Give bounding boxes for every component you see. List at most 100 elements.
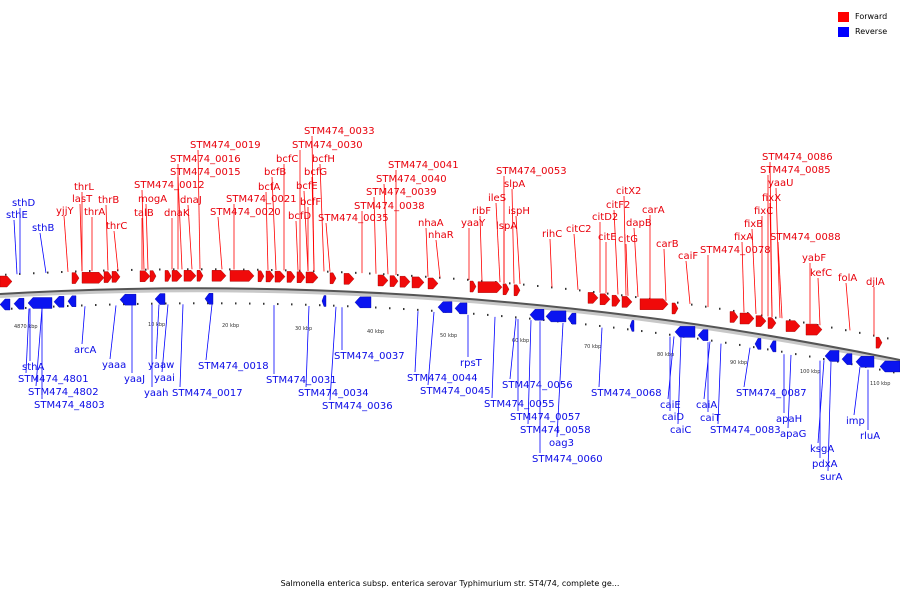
- reverse-gene[interactable]: [841, 353, 853, 365]
- forward-gene[interactable]: [875, 336, 883, 349]
- reverse-gene[interactable]: [354, 296, 372, 309]
- reverse-label-rlua: rluA: [860, 431, 880, 442]
- forward-gene[interactable]: [477, 281, 503, 293]
- forward-gene[interactable]: [329, 272, 337, 284]
- genome-backbone: [0, 287, 900, 361]
- reverse-gene[interactable]: [567, 312, 577, 325]
- forward-gene[interactable]: [71, 272, 80, 284]
- tick-dot: [263, 302, 265, 305]
- reverse-gene[interactable]: [204, 293, 214, 305]
- forward-gene[interactable]: [171, 270, 183, 282]
- reverse-gene[interactable]: [454, 302, 468, 315]
- reverse-gene[interactable]: [53, 296, 65, 308]
- forward-gene[interactable]: [183, 270, 197, 282]
- forward-gene[interactable]: [305, 271, 319, 284]
- reverse-gene[interactable]: [855, 356, 875, 368]
- reverse-gene[interactable]: [629, 320, 635, 332]
- forward-gene[interactable]: [81, 272, 105, 284]
- reverse-gene[interactable]: [13, 298, 25, 310]
- reverse-label-caid: caiD: [662, 412, 684, 423]
- forward-gene[interactable]: [729, 311, 739, 323]
- forward-gene[interactable]: [265, 270, 275, 283]
- tick-dot: [319, 304, 321, 307]
- tick-dot: [565, 287, 567, 290]
- leader-line: [155, 304, 160, 360]
- forward-gene[interactable]: [377, 274, 389, 287]
- forward-gene[interactable]: [343, 273, 355, 285]
- tick-dot: [795, 353, 797, 356]
- forward-gene[interactable]: [103, 271, 113, 283]
- forward-gene[interactable]: [164, 270, 172, 282]
- forward-gene[interactable]: [229, 270, 255, 282]
- forward-gene[interactable]: [671, 302, 679, 315]
- reverse-gene[interactable]: [824, 350, 840, 362]
- tick-dot: [641, 330, 643, 333]
- tick-dot: [347, 305, 349, 308]
- reverse-gene[interactable]: [879, 360, 900, 373]
- forward-gene[interactable]: [389, 275, 399, 287]
- reverse-gene[interactable]: [67, 295, 77, 307]
- forward-gene[interactable]: [611, 295, 621, 307]
- forward-gene[interactable]: [427, 277, 439, 290]
- leader-line: [197, 149, 201, 270]
- tick-dot: [823, 358, 825, 361]
- forward-label-stm474-0086: STM474_0086: [762, 152, 833, 163]
- reverse-gene[interactable]: [769, 340, 777, 353]
- leader-line: [383, 183, 389, 275]
- forward-gene[interactable]: [411, 276, 425, 289]
- reverse-label-stm474-0087: STM474_0087: [736, 388, 807, 399]
- reverse-gene[interactable]: [437, 301, 453, 313]
- reverse-gene[interactable]: [529, 309, 545, 321]
- forward-gene[interactable]: [286, 271, 296, 283]
- reverse-gene[interactable]: [674, 326, 696, 338]
- forward-gene[interactable]: [149, 270, 157, 282]
- forward-gene[interactable]: [257, 270, 265, 282]
- forward-gene[interactable]: [211, 270, 227, 282]
- forward-gene[interactable]: [111, 271, 121, 283]
- reverse-label-stm474-0018: STM474_0018: [198, 361, 269, 372]
- tick-dot: [425, 275, 427, 278]
- reverse-gene[interactable]: [697, 329, 709, 341]
- forward-label-yabf: yabF: [802, 253, 826, 264]
- forward-gene[interactable]: [739, 312, 755, 325]
- leader-line: [633, 227, 639, 297]
- forward-gene[interactable]: [502, 283, 510, 295]
- tick-dot: [711, 339, 713, 342]
- tick-dot: [439, 276, 441, 279]
- forward-gene[interactable]: [621, 296, 633, 308]
- reverse-gene[interactable]: [154, 293, 166, 305]
- leader-line: [491, 316, 496, 399]
- forward-gene[interactable]: [196, 270, 204, 282]
- tick-dot: [515, 316, 517, 319]
- leader-line: [511, 188, 515, 284]
- leader-line: [598, 327, 603, 388]
- reverse-label-apah: apaH: [776, 414, 802, 425]
- forward-gene[interactable]: [785, 320, 801, 332]
- forward-gene[interactable]: [139, 270, 151, 282]
- forward-gene[interactable]: [599, 293, 611, 305]
- leader-line: [495, 202, 501, 283]
- reverse-gene[interactable]: [27, 297, 53, 309]
- forward-gene[interactable]: [639, 298, 669, 310]
- forward-gene[interactable]: [0, 275, 13, 288]
- forward-label-nhaa: nhaA: [418, 218, 444, 229]
- reverse-label-stm474-0068: STM474_0068: [591, 388, 662, 399]
- leader-line: [141, 189, 145, 270]
- forward-gene[interactable]: [755, 315, 767, 327]
- reverse-gene[interactable]: [754, 338, 762, 350]
- forward-gene[interactable]: [399, 275, 411, 288]
- forward-gene[interactable]: [296, 271, 306, 283]
- forward-gene[interactable]: [274, 270, 286, 283]
- forward-label-caif: caiF: [678, 251, 698, 262]
- reverse-gene[interactable]: [0, 298, 11, 311]
- forward-gene[interactable]: [805, 323, 823, 336]
- forward-gene[interactable]: [587, 292, 599, 304]
- reverse-gene[interactable]: [321, 295, 327, 307]
- reverse-gene[interactable]: [119, 293, 137, 306]
- tick-dot: [67, 305, 69, 308]
- forward-gene[interactable]: [767, 317, 777, 329]
- leader-line: [373, 196, 377, 274]
- forward-gene[interactable]: [513, 284, 521, 296]
- forward-gene[interactable]: [469, 280, 477, 293]
- reverse-gene[interactable]: [545, 310, 567, 323]
